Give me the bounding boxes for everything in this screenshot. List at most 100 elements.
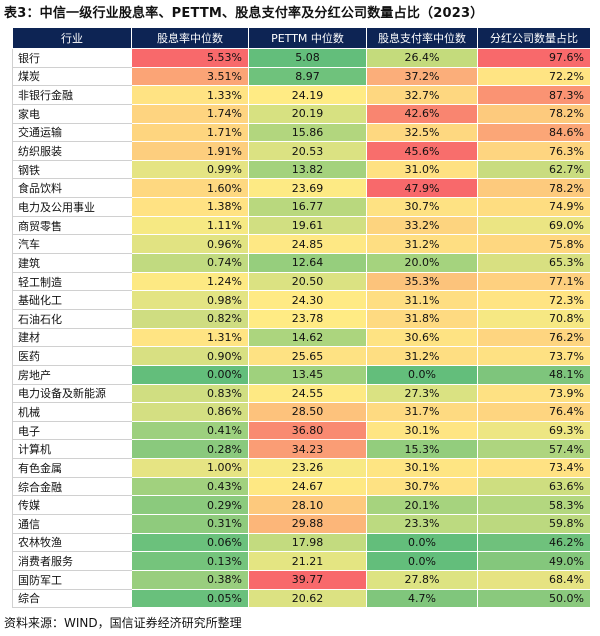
- cell-pettm: 8.97: [248, 66, 367, 87]
- cell-pettm: 20.19: [248, 103, 367, 124]
- cell-payout-ratio: 27.3%: [366, 383, 478, 404]
- cell-industry: 电力设备及新能源: [12, 383, 132, 404]
- table-row: 国防军工 0.38% 39.77 27.8% 68.4%: [12, 569, 591, 590]
- cell-dividend-yield: 0.99%: [131, 159, 249, 180]
- cell-industry: 农林牧渔: [12, 532, 132, 553]
- cell-payout-ratio: 37.2%: [366, 66, 478, 87]
- cell-payout-ratio: 0.0%: [366, 551, 478, 571]
- cell-payout-ratio: 30.7%: [366, 197, 478, 217]
- cell-dividend-company-ratio: 65.3%: [477, 253, 591, 273]
- cell-dividend-yield: 1.00%: [131, 458, 249, 478]
- cell-pettm: 17.98: [248, 532, 367, 553]
- cell-pettm: 25.65: [248, 346, 367, 366]
- cell-industry: 食品饮料: [12, 178, 132, 199]
- cell-industry: 家电: [12, 103, 132, 124]
- cell-dividend-yield: 0.43%: [131, 476, 249, 497]
- cell-payout-ratio: 31.2%: [366, 234, 478, 255]
- cell-pettm: 15.86: [248, 122, 367, 143]
- cell-dividend-company-ratio: 62.7%: [477, 159, 591, 180]
- cell-industry: 汽车: [12, 234, 132, 255]
- table-row: 非银行金融 1.33% 24.19 32.7% 87.3%: [12, 85, 591, 105]
- cell-dividend-company-ratio: 97.6%: [477, 48, 591, 68]
- dividend-table: 行业 股息率中位数 PETTM 中位数 股息支付率中位数 分红公司数量占比 银行…: [12, 27, 591, 609]
- cell-payout-ratio: 30.1%: [366, 420, 478, 441]
- cell-payout-ratio: 31.2%: [366, 346, 478, 366]
- table-row: 石油石化 0.82% 23.78 31.8% 70.8%: [12, 308, 591, 329]
- cell-dividend-yield: 1.71%: [131, 122, 249, 143]
- header-dividend-company-ratio: 分红公司数量占比: [477, 27, 591, 49]
- cell-payout-ratio: 32.5%: [366, 122, 478, 143]
- cell-industry: 基础化工: [12, 290, 132, 310]
- cell-pettm: 16.77: [248, 197, 367, 217]
- cell-dividend-company-ratio: 58.3%: [477, 495, 591, 516]
- cell-payout-ratio: 31.8%: [366, 308, 478, 329]
- cell-pettm: 23.69: [248, 178, 367, 199]
- cell-dividend-company-ratio: 57.4%: [477, 439, 591, 460]
- cell-pettm: 24.85: [248, 234, 367, 255]
- cell-pettm: 24.30: [248, 290, 367, 310]
- cell-industry: 商贸零售: [12, 215, 132, 236]
- table-row: 消费者服务 0.13% 21.21 0.0% 49.0%: [12, 551, 591, 571]
- cell-dividend-yield: 0.29%: [131, 495, 249, 516]
- header-industry: 行业: [12, 27, 132, 49]
- cell-industry: 交通运输: [12, 122, 132, 143]
- cell-pettm: 14.62: [248, 327, 367, 348]
- cell-payout-ratio: 26.4%: [366, 48, 478, 68]
- cell-pettm: 24.19: [248, 85, 367, 105]
- cell-pettm: 20.53: [248, 141, 367, 161]
- table-row: 农林牧渔 0.06% 17.98 0.0% 46.2%: [12, 532, 591, 553]
- cell-dividend-yield: 0.83%: [131, 383, 249, 404]
- header-row: 行业 股息率中位数 PETTM 中位数 股息支付率中位数 分红公司数量占比: [12, 27, 591, 49]
- cell-dividend-yield: 0.74%: [131, 253, 249, 273]
- table-row: 银行 5.53% 5.08 26.4% 97.6%: [12, 48, 591, 68]
- cell-dividend-yield: 0.28%: [131, 439, 249, 460]
- cell-dividend-yield: 5.53%: [131, 48, 249, 68]
- cell-dividend-company-ratio: 84.6%: [477, 122, 591, 143]
- table-row: 基础化工 0.98% 24.30 31.1% 72.3%: [12, 290, 591, 310]
- cell-payout-ratio: 23.3%: [366, 514, 478, 534]
- cell-dividend-yield: 0.05%: [131, 588, 249, 609]
- cell-pettm: 28.10: [248, 495, 367, 516]
- cell-pettm: 21.21: [248, 551, 367, 571]
- cell-payout-ratio: 33.2%: [366, 215, 478, 236]
- cell-industry: 计算机: [12, 439, 132, 460]
- cell-industry: 纺织服装: [12, 141, 132, 161]
- table-row: 电力设备及新能源 0.83% 24.55 27.3% 73.9%: [12, 383, 591, 404]
- cell-industry: 房地产: [12, 364, 132, 385]
- cell-dividend-yield: 1.60%: [131, 178, 249, 199]
- table-row: 纺织服装 1.91% 20.53 45.6% 76.3%: [12, 141, 591, 161]
- cell-pettm: 13.45: [248, 364, 367, 385]
- cell-dividend-company-ratio: 75.8%: [477, 234, 591, 255]
- cell-dividend-yield: 0.31%: [131, 514, 249, 534]
- cell-pettm: 5.08: [248, 48, 367, 68]
- cell-industry: 机械: [12, 402, 132, 422]
- cell-industry: 医药: [12, 346, 132, 366]
- cell-dividend-company-ratio: 68.4%: [477, 569, 591, 590]
- cell-industry: 综合金融: [12, 476, 132, 497]
- table-title: 表3：中信一级行业股息率、PETTM、股息支付率及分红公司数量占比（2023）: [4, 6, 484, 21]
- cell-payout-ratio: 30.6%: [366, 327, 478, 348]
- cell-dividend-company-ratio: 46.2%: [477, 532, 591, 553]
- table-row: 计算机 0.28% 34.23 15.3% 57.4%: [12, 439, 591, 460]
- cell-dividend-company-ratio: 49.0%: [477, 551, 591, 571]
- table-row: 医药 0.90% 25.65 31.2% 73.7%: [12, 346, 591, 366]
- cell-pettm: 20.62: [248, 588, 367, 609]
- cell-pettm: 23.78: [248, 308, 367, 329]
- cell-dividend-yield: 3.51%: [131, 66, 249, 87]
- table-row: 交通运输 1.71% 15.86 32.5% 84.6%: [12, 122, 591, 143]
- cell-dividend-company-ratio: 76.2%: [477, 327, 591, 348]
- cell-payout-ratio: 35.3%: [366, 271, 478, 292]
- table-row: 通信 0.31% 29.88 23.3% 59.8%: [12, 514, 591, 534]
- cell-payout-ratio: 27.8%: [366, 569, 478, 590]
- cell-payout-ratio: 20.1%: [366, 495, 478, 516]
- table-row: 煤炭 3.51% 8.97 37.2% 72.2%: [12, 66, 591, 87]
- cell-pettm: 19.61: [248, 215, 367, 236]
- cell-dividend-company-ratio: 48.1%: [477, 364, 591, 385]
- cell-industry: 轻工制造: [12, 271, 132, 292]
- cell-pettm: 24.55: [248, 383, 367, 404]
- cell-industry: 石油石化: [12, 308, 132, 329]
- cell-pettm: 34.23: [248, 439, 367, 460]
- cell-dividend-yield: 0.86%: [131, 402, 249, 422]
- cell-dividend-yield: 0.06%: [131, 532, 249, 553]
- cell-industry: 传媒: [12, 495, 132, 516]
